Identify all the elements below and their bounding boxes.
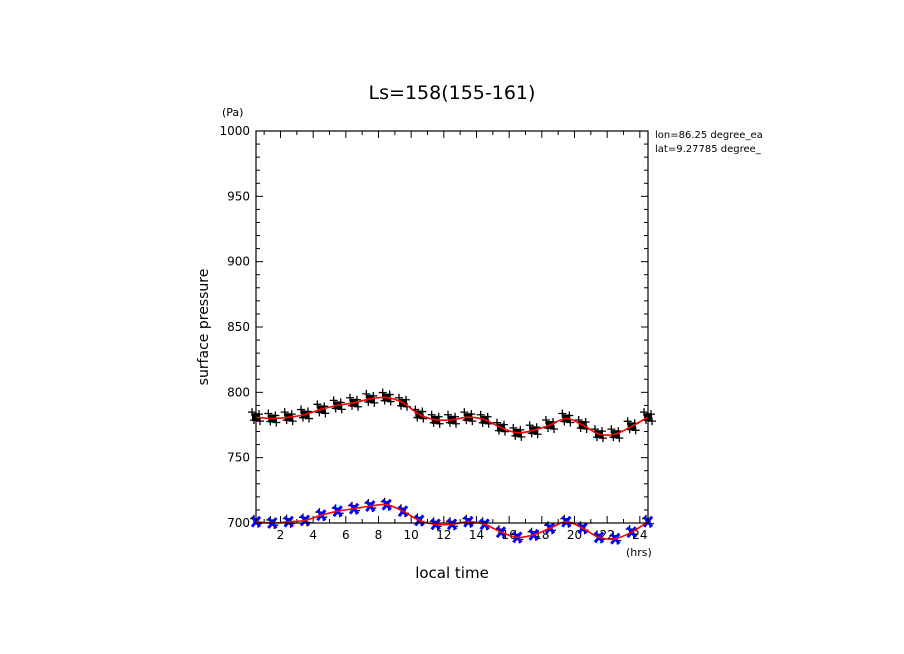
x-tick-label: 6: [342, 528, 350, 542]
x-tick-label: 12: [436, 528, 451, 542]
data-point-plus: [533, 430, 542, 439]
y-unit-label: (Pa): [222, 106, 243, 119]
y-tick-label: 850: [227, 320, 250, 334]
data-point-plus: [631, 426, 640, 435]
x-tick-label: 2: [277, 528, 285, 542]
annotation-lon: lon=86.25 degree_ea: [655, 130, 763, 141]
x-unit-label: (hrs): [626, 546, 652, 559]
data-point-plus: [607, 425, 616, 434]
y-axis-label: surface pressure: [196, 269, 212, 386]
x-tick-label: 4: [309, 528, 317, 542]
data-point-plus: [460, 408, 469, 417]
fit-curve-series-1: [255, 396, 649, 437]
plot-frame: [255, 130, 649, 524]
data-point-plus: [362, 389, 371, 398]
chart-title: Ls=158(155-161): [369, 82, 536, 104]
y-tick-label: 950: [227, 189, 250, 203]
y-tick-label: 800: [227, 385, 250, 399]
data-point-plus: [509, 423, 518, 432]
x-tick-label: 10: [404, 528, 419, 542]
x-tick-label: 14: [469, 528, 484, 542]
x-tick-label: 8: [375, 528, 383, 542]
y-tick-label: 1000: [219, 124, 250, 138]
data-point-plus: [264, 409, 273, 418]
data-point-plus: [313, 400, 322, 409]
x-tick-label: 24: [632, 528, 647, 542]
y-tick-label: 900: [227, 255, 250, 269]
y-tick-label: 700: [227, 516, 250, 530]
y-tick-label: 750: [227, 451, 250, 465]
fit-curve-series-2: [255, 503, 649, 540]
data-point-plus: [558, 409, 567, 418]
x-axis-label: local time: [415, 564, 489, 582]
annotation-lat: lat=9.27785 degree_: [655, 144, 762, 155]
